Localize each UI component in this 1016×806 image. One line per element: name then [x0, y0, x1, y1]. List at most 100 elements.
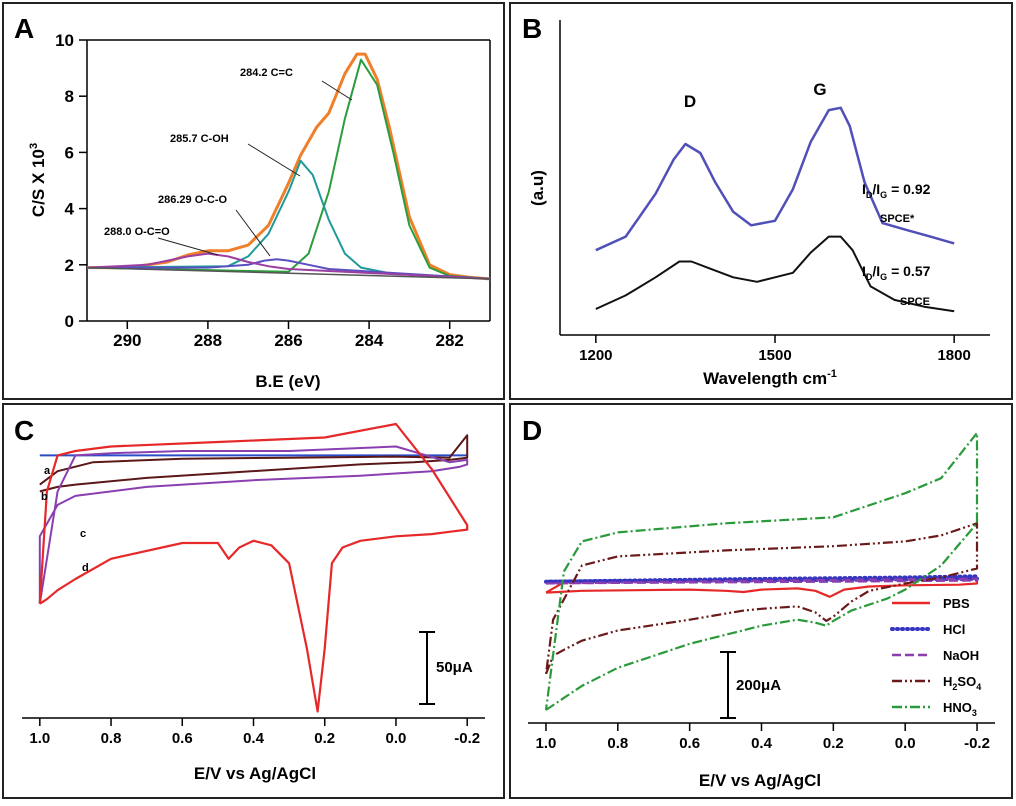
- panel-c-frame: [2, 403, 505, 799]
- panel-c-series: [38, 422, 469, 713]
- panel-a-y-tick-label-2: 4: [65, 200, 75, 219]
- panel-a-y-label: C/S X 103: [28, 143, 48, 217]
- panel-a-series-o-c-o: [87, 258, 491, 280]
- panel-d-legend: PBS HCl NaOH H2SO4 HNO3: [890, 596, 981, 718]
- legend-h2so4-so: SO: [957, 674, 976, 689]
- panel-b-ratio1-value: = 0.92: [887, 181, 930, 197]
- legend-hno3-sub3: 3: [972, 708, 977, 718]
- panel-a-leader-c-oh: [247, 143, 301, 177]
- panel-a-y-label-main: C/S X 10: [29, 149, 48, 217]
- panel-a-y-tick-label-0: 0: [65, 312, 74, 331]
- legend-h2so4-sub4: 4: [976, 682, 981, 692]
- panel-b-ratio1-i: I: [862, 181, 866, 197]
- panel-a-annotation-o-c-o2: 288.0 O-C=O: [104, 226, 170, 238]
- panel-label-c: C: [14, 415, 34, 446]
- panel-b-ratio1-mid: /I: [872, 181, 880, 197]
- panel-label-a: A: [14, 13, 34, 44]
- panel-a-x-tick-label-1: 288: [194, 331, 222, 350]
- panel-c-x-tick-label-0: 1.0: [29, 730, 50, 747]
- panel-b-ratio2-sub-g: G: [880, 272, 887, 282]
- panel-label-d: D: [522, 415, 542, 446]
- panel-a-chart: 290 288 286 284 282 0 2 4 6 8 10 B.E (eV) C/S X 1…: [28, 31, 491, 391]
- panel-a-annotation-c-c: 284.2 C=C: [240, 67, 293, 79]
- panel-c-series-c: [38, 445, 469, 604]
- panel-b-ratio1-sub-d: D: [866, 190, 873, 200]
- panel-b-ratio2-mid: /I: [872, 263, 880, 279]
- panel-d-x-tick-label-2: 0.6: [679, 735, 700, 752]
- panel-a-series-envelope: [87, 52, 491, 281]
- panel-a-x-tick-label-3: 284: [355, 331, 384, 350]
- legend-label-hno3: HNO3: [943, 700, 977, 718]
- panel-c-chart: 1.0 0.8 0.6 0.4 0.2 0.0 -0.2 E/V vs Ag/AgCl a …: [22, 422, 485, 783]
- panel-d-scale-bar-label: 200μA: [736, 677, 781, 694]
- panel-d-series-h2so4: [544, 522, 979, 675]
- panel-a-annotation-c-oh: 285.7 C-OH: [170, 133, 229, 145]
- panel-a-frame: [2, 2, 505, 400]
- panel-b-chart: 1200 1500 1800 Wavelength cm-1 (a.u) D G I…: [528, 20, 990, 388]
- panel-d-x-tick-label-4: 0.2: [823, 735, 844, 752]
- panel-d-chart: 1.0 0.8 0.6 0.4 0.2 0.0 -0.2 E/V vs Ag/AgCl 20…: [528, 431, 995, 790]
- legend-label-pbs: PBS: [943, 596, 970, 611]
- panel-b-ratio2-i: I: [862, 263, 866, 279]
- panel-a-leader-o-c-o2: [157, 237, 219, 256]
- panel-d-series-hno3: [544, 431, 979, 711]
- panel-a-y-ticks: 0 2 4 6 8 10: [55, 31, 87, 331]
- panel-a-annotation-o-c-o: 286.29 O-C-O: [158, 194, 228, 206]
- panel-b-frame: [509, 2, 1013, 400]
- legend-label-hcl: HCl: [943, 622, 965, 637]
- legend-hno3-main: HNO: [943, 700, 972, 715]
- panel-c-curve-label-a: a: [44, 465, 51, 477]
- panel-c-x-tick-label-5: 0.0: [386, 730, 407, 747]
- panel-d-x-tick-label-0: 1.0: [536, 735, 557, 752]
- panel-a-y-tick-label-1: 2: [65, 256, 74, 275]
- panel-a-y-label-sup: 3: [28, 143, 40, 149]
- panel-c-scale-bar-label: 50μA: [436, 659, 473, 676]
- panel-a-x-tick-label-4: 282: [436, 331, 464, 350]
- panel-b-label-spce: SPCE: [900, 296, 930, 308]
- panel-b-ratio-spce-star: ID/IG = 0.92: [862, 181, 931, 200]
- panel-b-x-label: Wavelength cm-1: [703, 368, 837, 388]
- panel-c-curve-label-d: d: [82, 562, 89, 574]
- legend-h2so4-sub2: 2: [952, 682, 957, 692]
- panel-b-x-ticks: 1200 1500 1800: [579, 335, 971, 364]
- legend-label-h2so4: H2SO4: [943, 674, 981, 692]
- panel-c-series-d: [38, 422, 469, 713]
- panel-c-series-b: [39, 434, 469, 493]
- panel-b-x-tick-label-2: 1800: [937, 347, 970, 364]
- panel-c-x-ticks: 1.0 0.8 0.6 0.4 0.2 0.0 -0.2: [29, 718, 480, 747]
- panel-b-series-spce: [595, 235, 955, 313]
- panel-a-series-c-oh: [86, 159, 491, 280]
- panel-a-x-tick-label-0: 290: [113, 331, 141, 350]
- panel-a-x-label: B.E (eV): [255, 372, 320, 391]
- panel-c-curve-label-c: c: [80, 528, 86, 540]
- panel-d-x-tick-label-5: 0.0: [895, 735, 916, 752]
- panel-a-x-tick-label-2: 286: [274, 331, 302, 350]
- panel-d-scale-bar: [720, 651, 736, 719]
- panel-c-scale-bar: [419, 631, 435, 705]
- panel-d-series: [544, 431, 979, 711]
- panel-c-curve-label-b: b: [41, 491, 48, 503]
- panel-b-x-label-sup: -1: [827, 368, 837, 380]
- panel-d-x-ticks: 1.0 0.8 0.6 0.4 0.2 0.0 -0.2: [536, 723, 990, 752]
- panel-d-frame: [509, 403, 1013, 799]
- panel-b-ratio1-sub-g: G: [880, 190, 887, 200]
- panel-b-x-tick-label-0: 1200: [579, 347, 612, 364]
- legend-h2so4-h: H: [943, 674, 952, 689]
- panel-c-x-tick-label-6: -0.2: [454, 730, 480, 747]
- panel-d-x-label: E/V vs Ag/AgCl: [699, 771, 821, 790]
- panel-c-x-tick-label-1: 0.8: [101, 730, 122, 747]
- panel-b-ratio2-value: = 0.57: [887, 263, 930, 279]
- panel-a-series-c-c: [86, 58, 491, 280]
- panel-b-x-tick-label-1: 1500: [758, 347, 791, 364]
- panel-b-label-spce-star: SPCE*: [880, 213, 915, 225]
- panel-b-peak-g: G: [813, 80, 826, 99]
- panel-label-b: B: [522, 13, 542, 44]
- panel-d-x-tick-label-6: -0.2: [964, 735, 990, 752]
- panel-a-series-baseline: [86, 266, 491, 280]
- panel-b-peak-d: D: [684, 92, 696, 111]
- panel-d-x-tick-label-3: 0.4: [751, 735, 773, 752]
- panel-c-x-label: E/V vs Ag/AgCl: [194, 764, 316, 783]
- panel-b-x-label-main: Wavelength cm: [703, 369, 827, 388]
